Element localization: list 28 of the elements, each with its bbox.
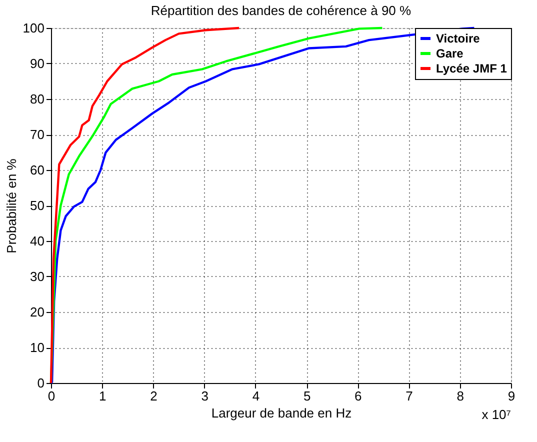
y-tick-label: 0 [37,376,44,390]
x-tick-label: 2 [150,388,158,404]
x-tick-label: 8 [456,388,464,404]
legend-label: Victoire [436,32,480,46]
y-tick-label: 100 [22,20,44,36]
x-tick-label: 1 [98,388,106,404]
y-tick-label: 50 [30,198,44,213]
x-tick-label: 3 [201,388,208,404]
y-tick-label: 20 [30,304,44,320]
y-tick-label: 90 [30,56,44,71]
y-axis-title: Probabilité en % [4,158,19,254]
y-tick-label: 10 [30,340,44,355]
x-tick-label: 9 [508,388,516,404]
x-tick-label: 0 [48,388,56,404]
legend-label: Lycée JMF 1 [436,62,508,76]
y-tick-label: 30 [30,269,44,284]
x-tick-label: 6 [354,388,362,404]
x-tick-label: 5 [303,388,311,404]
y-tick-label: 70 [30,127,44,142]
x-axis-title: Largeur de bande en Hz [211,406,352,420]
x-tick-label: 4 [252,388,260,404]
chart-title: Répartition des bandes de cohérence à 90 % [150,3,412,18]
y-tick-label: 60 [30,162,44,178]
y-tick-label: 80 [30,92,44,106]
legend-label: Gare [436,46,464,60]
x-tick-label: 7 [406,388,413,404]
y-tick-label: 40 [30,234,44,248]
text: x 10⁷ [482,407,512,422]
